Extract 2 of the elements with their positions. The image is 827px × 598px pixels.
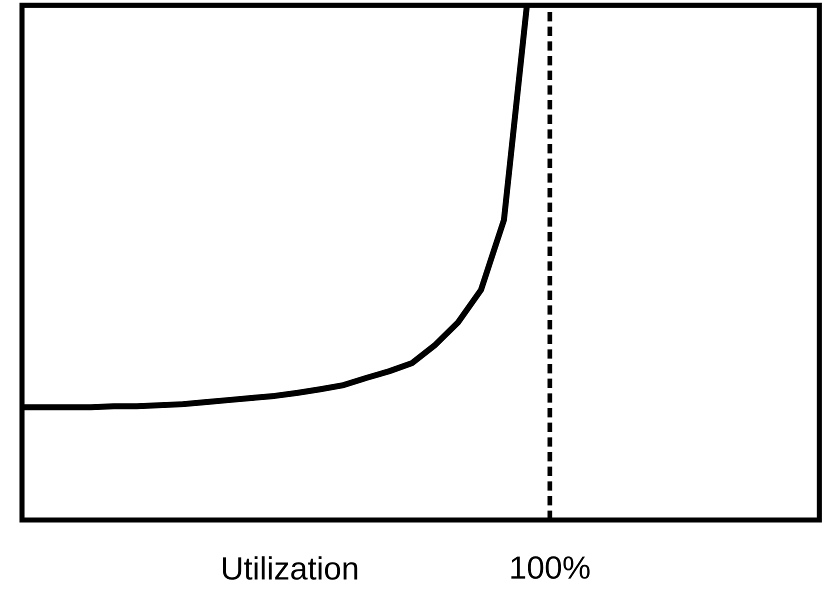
text: 100%: [511, 556, 590, 579]
x-axis-title: Utilization: [223, 556, 358, 580]
